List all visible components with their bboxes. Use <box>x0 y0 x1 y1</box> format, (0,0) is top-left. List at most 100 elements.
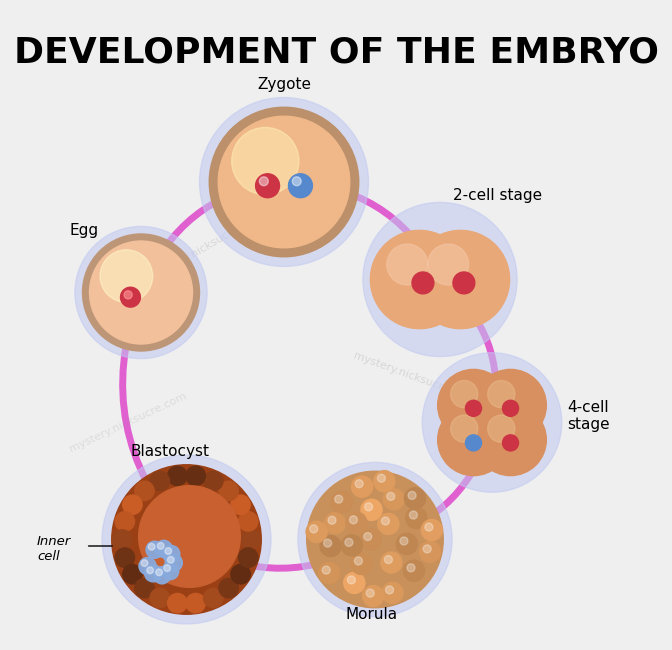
Circle shape <box>165 548 171 554</box>
Text: Blastocyst: Blastocyst <box>131 444 210 460</box>
Circle shape <box>328 516 336 525</box>
Circle shape <box>409 511 417 519</box>
Circle shape <box>306 521 327 543</box>
Circle shape <box>325 513 345 534</box>
Circle shape <box>370 230 468 329</box>
Circle shape <box>378 514 399 534</box>
Circle shape <box>365 503 372 511</box>
Circle shape <box>288 174 312 198</box>
Circle shape <box>320 536 341 556</box>
Circle shape <box>378 474 386 482</box>
Circle shape <box>163 545 180 563</box>
Circle shape <box>115 512 134 531</box>
Circle shape <box>421 519 442 541</box>
Circle shape <box>186 593 206 613</box>
Circle shape <box>437 404 509 476</box>
Circle shape <box>351 553 372 575</box>
Circle shape <box>403 560 425 581</box>
Circle shape <box>384 556 392 564</box>
Circle shape <box>355 480 363 488</box>
Circle shape <box>488 380 515 408</box>
Circle shape <box>503 435 519 451</box>
Circle shape <box>412 272 434 294</box>
Circle shape <box>259 177 268 186</box>
Text: 2-cell stage: 2-cell stage <box>453 187 542 203</box>
Circle shape <box>453 272 475 294</box>
Circle shape <box>322 566 330 574</box>
Circle shape <box>361 499 382 521</box>
Circle shape <box>83 234 200 351</box>
Circle shape <box>167 556 174 563</box>
Circle shape <box>411 230 509 329</box>
Text: Zygote: Zygote <box>257 77 311 92</box>
Circle shape <box>120 287 140 307</box>
Circle shape <box>363 202 517 357</box>
Circle shape <box>425 523 433 531</box>
Circle shape <box>319 562 340 584</box>
Circle shape <box>351 476 373 497</box>
Circle shape <box>218 116 350 248</box>
Circle shape <box>437 369 509 441</box>
Circle shape <box>335 495 343 503</box>
Circle shape <box>161 562 179 580</box>
Text: mystery.nicksucre.com: mystery.nicksucre.com <box>352 350 476 404</box>
Circle shape <box>387 244 427 285</box>
Circle shape <box>400 537 408 545</box>
Circle shape <box>383 489 405 510</box>
Circle shape <box>239 548 258 567</box>
Circle shape <box>422 353 562 492</box>
Circle shape <box>345 538 353 547</box>
Circle shape <box>382 517 390 525</box>
Circle shape <box>75 226 207 359</box>
Circle shape <box>423 545 431 553</box>
Circle shape <box>134 578 154 598</box>
Circle shape <box>364 532 372 541</box>
Circle shape <box>298 462 452 617</box>
Circle shape <box>241 530 261 549</box>
Circle shape <box>112 465 261 614</box>
Circle shape <box>331 491 352 513</box>
Circle shape <box>474 404 546 476</box>
Circle shape <box>354 557 362 565</box>
Circle shape <box>150 471 169 491</box>
Text: Egg: Egg <box>69 223 99 239</box>
Circle shape <box>138 486 241 588</box>
Circle shape <box>164 565 171 571</box>
Circle shape <box>167 466 187 486</box>
Circle shape <box>112 530 132 549</box>
Circle shape <box>123 565 142 584</box>
Circle shape <box>144 565 162 582</box>
Circle shape <box>255 174 280 198</box>
Circle shape <box>341 535 362 556</box>
Circle shape <box>146 541 163 558</box>
Circle shape <box>381 552 402 573</box>
Circle shape <box>360 529 381 550</box>
Circle shape <box>310 525 318 533</box>
Circle shape <box>292 177 301 186</box>
Circle shape <box>141 560 148 566</box>
Circle shape <box>156 569 163 576</box>
Circle shape <box>149 543 155 550</box>
Circle shape <box>406 508 427 528</box>
Circle shape <box>165 554 182 571</box>
Circle shape <box>231 565 250 584</box>
Circle shape <box>386 586 394 594</box>
Circle shape <box>374 471 395 492</box>
Circle shape <box>488 415 515 442</box>
Circle shape <box>146 567 153 574</box>
Circle shape <box>157 543 164 549</box>
Circle shape <box>419 541 441 562</box>
Circle shape <box>134 481 154 500</box>
Circle shape <box>451 415 478 442</box>
Circle shape <box>239 512 258 531</box>
Circle shape <box>324 539 332 547</box>
Text: mystery.nicksucre.com: mystery.nicksucre.com <box>148 211 264 283</box>
Circle shape <box>200 98 368 266</box>
Circle shape <box>89 241 192 344</box>
Circle shape <box>396 534 417 554</box>
Text: mystery.nicksucre.com: mystery.nicksucre.com <box>68 391 188 454</box>
Circle shape <box>427 244 468 285</box>
Circle shape <box>466 435 482 451</box>
Circle shape <box>219 578 239 598</box>
Circle shape <box>466 400 482 417</box>
